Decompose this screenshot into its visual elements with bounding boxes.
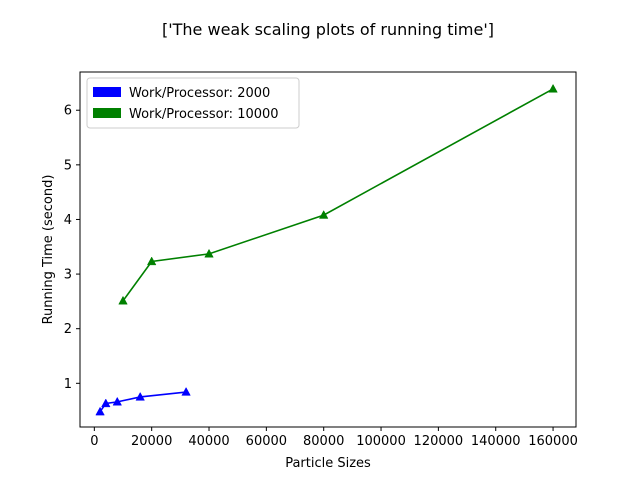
legend-swatch-1	[93, 87, 121, 97]
series-2-point	[319, 210, 329, 219]
x-axis: 0 20000 40000 60000 80000 100000 120000 140000 1…	[90, 427, 578, 449]
series-1-point	[112, 396, 122, 406]
y-tick-label: 5	[64, 158, 72, 173]
series-line-1	[99, 391, 187, 413]
series-1-point	[101, 398, 111, 408]
y-tick-label: 6	[64, 104, 72, 119]
plot-area	[79, 71, 577, 428]
series-1-point	[181, 387, 191, 396]
series-2-point	[204, 248, 214, 258]
x-tick-label: 60000	[246, 434, 287, 449]
y-axis: 1 2 3 4 5 6	[64, 104, 80, 392]
legend: Work/Processor: 2000 Work/Processor: 1000…	[86, 77, 300, 129]
x-tick-label: 0	[90, 434, 98, 449]
y-tick-label: 4	[64, 213, 72, 228]
legend-label-1: Work/Processor: 2000	[129, 86, 270, 101]
x-tick-label: 20000	[131, 434, 172, 449]
x-tick-label: 140000	[471, 434, 521, 449]
x-tick-label: 160000	[528, 434, 578, 449]
y-tick-label: 3	[64, 268, 72, 283]
x-tick-label: 80000	[303, 434, 344, 449]
y-tick-label: 2	[64, 322, 72, 337]
series-2-point	[118, 295, 128, 305]
x-tick-label: 120000	[414, 434, 464, 449]
y-axis-label: Running Time (second)	[41, 175, 56, 325]
x-axis-label: Particle Sizes	[285, 456, 371, 471]
series-1-point	[95, 406, 105, 416]
y-tick-label: 1	[64, 377, 72, 392]
x-tick-label: 100000	[356, 434, 406, 449]
chart-title: ['The weak scaling plots of running time…	[162, 20, 494, 39]
legend-swatch-2	[93, 108, 121, 118]
series-layer	[95, 83, 558, 416]
series-2-point	[548, 83, 558, 93]
x-tick-label: 40000	[188, 434, 229, 449]
series-2-point	[146, 256, 157, 266]
legend-label-2: Work/Processor: 10000	[129, 107, 279, 122]
series-1-point	[135, 391, 145, 401]
legend-box	[86, 77, 300, 129]
